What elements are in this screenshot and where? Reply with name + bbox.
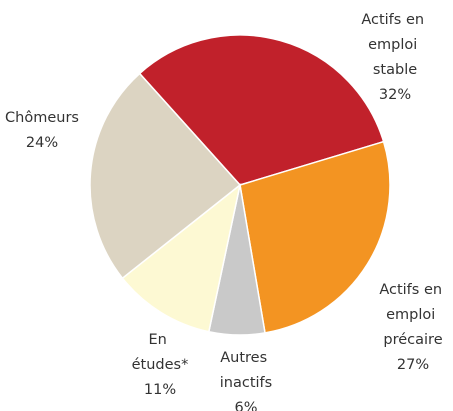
- slice-label: Autres inactifs: [220, 350, 272, 391]
- slice-label: Actifs en emploi stable: [361, 12, 428, 78]
- slice-label: Chômeurs: [5, 110, 79, 126]
- pie-slice: [89, 72, 242, 280]
- slice-value-label: 27%: [397, 357, 429, 373]
- slice-label: Actifs en emploi précaire: [379, 282, 446, 348]
- pie-slice: [138, 34, 385, 186]
- slice-label: En études*: [132, 332, 189, 373]
- slice-value-label: 32%: [379, 87, 411, 103]
- pie-slice: [239, 140, 391, 334]
- slice-value-label: 6%: [234, 400, 257, 411]
- slice-value-label: 11%: [144, 382, 176, 398]
- slice-value-label: 24%: [26, 135, 58, 151]
- pie-slice: [121, 183, 242, 333]
